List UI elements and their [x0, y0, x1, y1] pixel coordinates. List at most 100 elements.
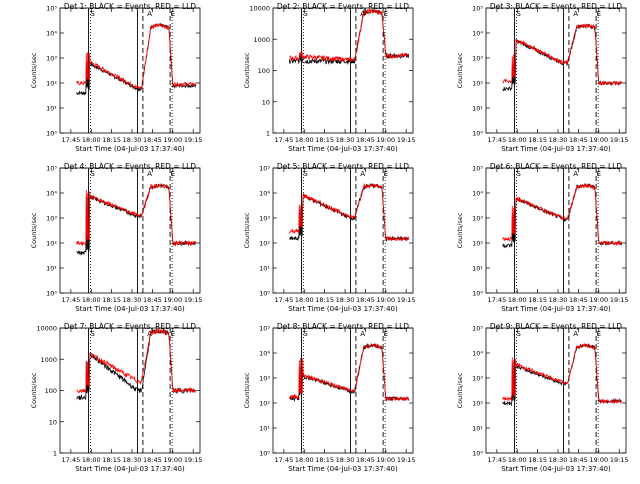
y-tick-label: 10⁵ — [46, 5, 57, 13]
marker-label-a: A — [360, 330, 365, 338]
detector-chart-1: Det 1: BLACK = Events, RED = LLD 10⁰ 10¹ 10… — [30, 2, 203, 153]
marker-label-s: S — [303, 330, 308, 338]
chart-title: Det 5: BLACK = Events, RED = LLD — [277, 162, 409, 171]
detector-panel-2: Det 2: BLACK = Events, RED = LLD 1 10 100 10… — [213, 0, 426, 160]
x-axis-label: Start Time (04-Jul-03 17:37:40) — [501, 465, 611, 473]
x-tick-label: 19:15 — [610, 456, 629, 464]
x-tick-label: 19:15 — [397, 296, 416, 304]
detector-panel-6: Det 6: BLACK = Events, RED = LLD 10⁰ 10¹ 10… — [426, 160, 639, 320]
x-tick-label: 17:45 — [488, 296, 507, 304]
x-tick-label: 17:45 — [62, 456, 81, 464]
y-axis-label: Counts/sec — [243, 372, 251, 408]
y-tick-label: 10² — [259, 240, 270, 248]
x-axis-label: Start Time (04-Jul-03 17:37:40) — [501, 305, 611, 313]
x-tick-label: 18:30 — [549, 136, 568, 144]
detector-panel-1: Det 1: BLACK = Events, RED = LLD 10⁰ 10¹ 10… — [0, 0, 213, 160]
x-tick-label: 18:15 — [528, 136, 547, 144]
y-tick-label: 10⁰ — [46, 130, 57, 138]
y-tick-label: 10⁵ — [259, 325, 270, 333]
x-tick-label: 19:00 — [376, 136, 395, 144]
y-tick-label: 10³ — [472, 55, 483, 63]
y-tick-label: 10² — [472, 80, 483, 88]
x-tick-label: 19:15 — [184, 456, 203, 464]
x-tick-label: 19:00 — [589, 136, 608, 144]
marker-label-a: A — [147, 170, 152, 178]
y-tick-label: 10⁵ — [472, 5, 483, 13]
detector-panel-9: Det 9: BLACK = Events, RED = LLD 10⁰ 10¹ 10… — [426, 320, 639, 480]
plot-frame — [59, 7, 201, 134]
y-tick-label: 10² — [472, 240, 483, 248]
x-tick-label: 18:45 — [143, 296, 162, 304]
y-tick-label: 10¹ — [46, 105, 57, 113]
x-tick-label: 18:45 — [569, 456, 588, 464]
x-tick-label: 18:00 — [295, 296, 314, 304]
x-tick-label: 18:45 — [143, 456, 162, 464]
marker-label-s: S — [303, 170, 308, 178]
marker-label-e: E — [171, 170, 175, 178]
series-line-events — [502, 182, 623, 249]
marker-label-s: S — [516, 10, 521, 18]
x-tick-label: 18:15 — [315, 456, 334, 464]
series-line-events — [76, 328, 196, 401]
x-tick-label: 18:00 — [82, 456, 101, 464]
marker-label-e: E — [597, 10, 601, 18]
series-line-events — [288, 8, 410, 66]
y-tick-label: 10³ — [472, 375, 483, 383]
marker-label-e: E — [597, 170, 601, 178]
y-tick-label: 10⁰ — [472, 450, 483, 458]
y-tick-label: 10² — [46, 80, 57, 88]
y-tick-label: 10³ — [259, 215, 270, 223]
series-line-lld — [289, 182, 410, 242]
marker-label-e: E — [171, 330, 175, 338]
y-tick-label: 10⁰ — [259, 290, 270, 298]
y-tick-label: 10⁴ — [472, 30, 483, 38]
marker-label-a: A — [573, 10, 578, 18]
x-tick-label: 18:00 — [508, 456, 527, 464]
x-tick-label: 19:15 — [397, 456, 416, 464]
y-tick-label: 10² — [46, 240, 57, 248]
detector-panel-7: Det 7: BLACK = Events, RED = LLD 1 10 100 10… — [0, 320, 213, 480]
y-tick-label: 10⁵ — [472, 325, 483, 333]
x-axis-label: Start Time (04-Jul-03 17:37:40) — [288, 465, 398, 473]
series-line-lld — [76, 183, 196, 247]
y-axis-label: Counts/sec — [243, 52, 251, 88]
y-tick-label: 10000 — [249, 5, 270, 13]
x-tick-label: 18:45 — [143, 136, 162, 144]
x-tick-label: 19:15 — [610, 136, 629, 144]
x-tick-label: 18:15 — [528, 456, 547, 464]
marker-label-e: E — [171, 10, 175, 18]
y-tick-label: 10³ — [46, 55, 57, 63]
x-tick-label: 17:45 — [62, 136, 81, 144]
x-tick-label: 19:15 — [184, 136, 203, 144]
detector-chart-6: Det 6: BLACK = Events, RED = LLD 10⁰ 10¹ 10… — [456, 162, 629, 313]
chart-title: Det 7: BLACK = Events, RED = LLD — [64, 322, 196, 331]
y-tick-label: 10³ — [472, 215, 483, 223]
y-tick-label: 10 — [49, 418, 57, 426]
x-tick-label: 18:15 — [528, 296, 547, 304]
series-line-events — [289, 342, 410, 403]
x-tick-label: 18:30 — [123, 136, 142, 144]
series-line-events — [289, 182, 409, 242]
x-tick-label: 19:00 — [163, 136, 182, 144]
y-axis-label: Counts/sec — [243, 212, 251, 248]
series-line-lld — [76, 23, 197, 91]
y-tick-label: 10¹ — [472, 425, 483, 433]
x-tick-label: 17:45 — [275, 296, 294, 304]
chart-title: Det 1: BLACK = Events, RED = LLD — [64, 2, 196, 11]
y-tick-label: 10⁰ — [46, 290, 57, 298]
detector-chart-8: Det 8: BLACK = Events, RED = LLD 10⁰ 10¹ 10… — [243, 322, 416, 473]
series-line-lld — [289, 342, 410, 402]
x-tick-label: 18:00 — [295, 456, 314, 464]
x-tick-label: 18:45 — [569, 136, 588, 144]
plot-frame — [485, 167, 627, 294]
y-tick-label: 10⁰ — [472, 290, 483, 298]
plot-frame — [59, 167, 201, 294]
x-tick-label: 18:15 — [315, 136, 334, 144]
y-tick-label: 1 — [266, 130, 270, 138]
series-line-lld — [76, 328, 197, 394]
series-line-events — [502, 343, 623, 407]
y-tick-label: 10⁵ — [259, 165, 270, 173]
x-axis-label: Start Time (04-Jul-03 17:37:40) — [288, 305, 398, 313]
y-axis-label: Counts/sec — [456, 372, 464, 408]
plot-frame — [272, 167, 414, 294]
